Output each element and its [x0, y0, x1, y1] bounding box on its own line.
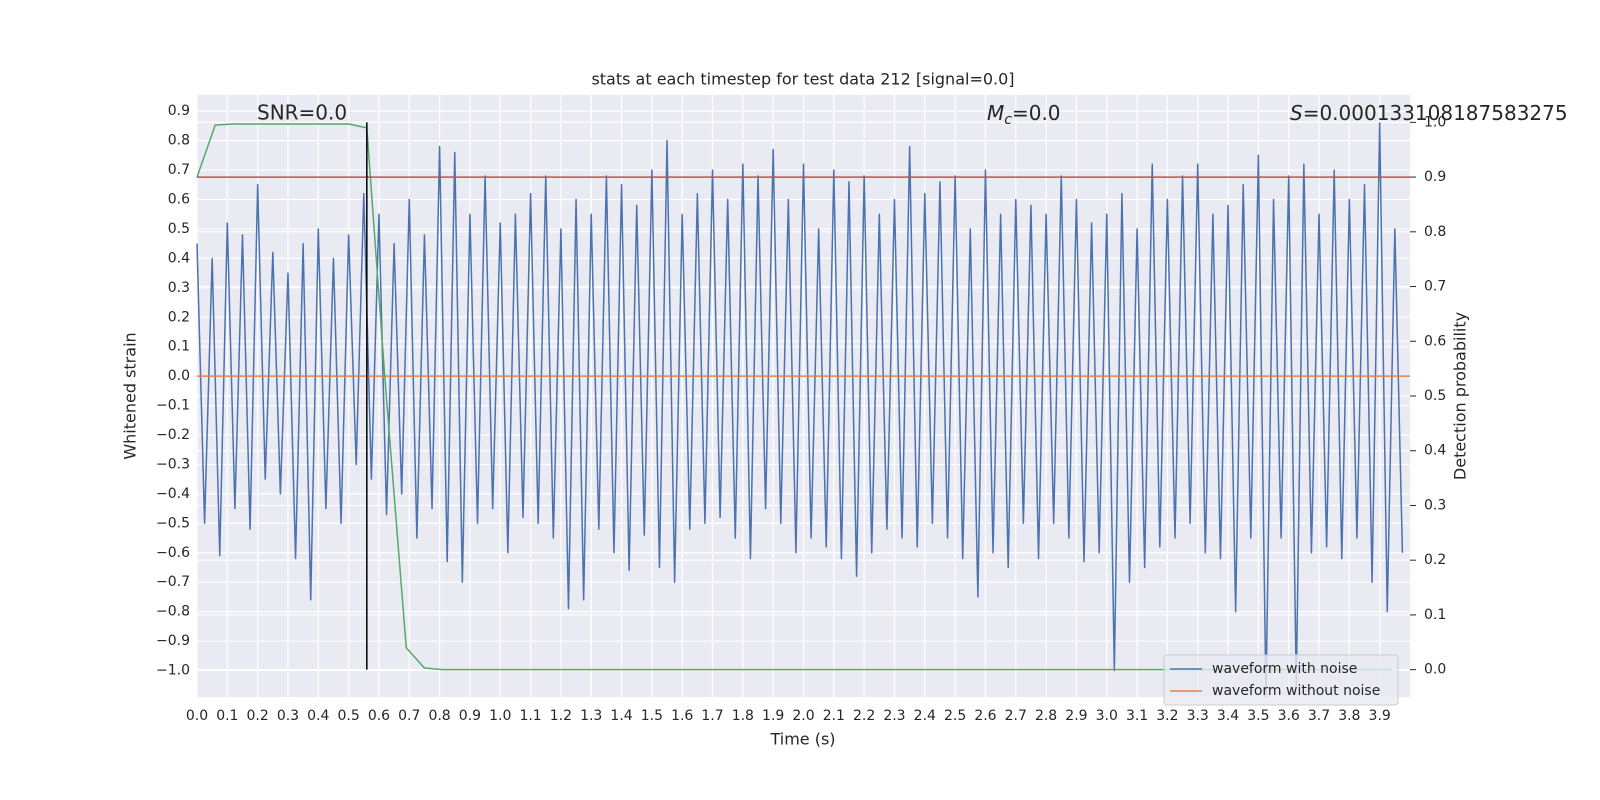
y-tick-label: −0.2: [156, 427, 190, 443]
x-tick-label: 0.8: [428, 708, 450, 724]
x-tick-label: 0.1: [216, 708, 238, 724]
annotation-text: =0.0: [1012, 101, 1061, 125]
y2-tick-label: 0.0: [1424, 662, 1446, 678]
y2-tick-label: 0.7: [1424, 279, 1446, 295]
x-tick-label: 2.7: [1005, 708, 1027, 724]
x-tick-label: 1.5: [641, 708, 663, 724]
x-tick-label: 3.3: [1187, 708, 1209, 724]
legend-box: [1163, 654, 1399, 706]
y2-tick-label: 0.2: [1424, 552, 1446, 568]
x-tick-label: 0.7: [398, 708, 420, 724]
y-tick-label: 0.8: [168, 133, 190, 149]
x-tick-label: 1.4: [610, 708, 632, 724]
y2-tick-label: 0.3: [1424, 497, 1446, 513]
y2-axis-label: Detection probability: [1451, 312, 1470, 480]
series-line: [196, 122, 1404, 698]
annotation-symbol: S: [1290, 101, 1303, 125]
legend-label: waveform without noise: [1212, 683, 1380, 699]
x-tick-label: 3.0: [1096, 708, 1118, 724]
x-tick-label: 3.1: [1126, 708, 1148, 724]
x-tick-label: 2.6: [974, 708, 996, 724]
annotation: S=0.000133108187583275: [1290, 101, 1568, 125]
y-tick-label: −0.7: [156, 574, 190, 590]
y-tick-label: 0.4: [168, 250, 190, 266]
x-tick-label: 1.2: [550, 708, 572, 724]
x-tick-label: 1.6: [671, 708, 693, 724]
x-tick-label: 2.8: [1035, 708, 1057, 724]
y-tick-label: 0.1: [168, 339, 190, 355]
x-tick-label: 1.3: [580, 708, 602, 724]
y-tick-label: −1.0: [156, 663, 190, 679]
x-tick-label: 2.5: [944, 708, 966, 724]
legend: waveform with noise waveform without nois…: [1163, 654, 1399, 706]
annotation: Mc=0.0: [987, 101, 1061, 129]
x-tick-label: 1.7: [701, 708, 723, 724]
y-tick-label: −0.6: [156, 545, 190, 561]
y-axis-label: Whitened strain: [121, 332, 140, 459]
y-tick-label: −0.8: [156, 604, 190, 620]
marks: [196, 122, 1410, 698]
x-tick-label: 1.1: [519, 708, 541, 724]
y-tick-label: 0.5: [168, 221, 190, 237]
y2-tick-label: 0.4: [1424, 443, 1446, 459]
y-tick-label: 0.3: [168, 280, 190, 296]
y2-tick-label: 0.9: [1424, 169, 1446, 185]
x-tick-label: 3.8: [1338, 708, 1360, 724]
y-tick-label: −0.4: [156, 486, 190, 502]
x-tick-label: 3.9: [1369, 708, 1391, 724]
x-axis-label: Time (s): [769, 730, 835, 749]
y-tick-label: 0.0: [168, 368, 190, 384]
x-tick-label: 2.1: [823, 708, 845, 724]
y2-tick-label: 1.0: [1424, 114, 1446, 130]
x-tick-label: 2.3: [883, 708, 905, 724]
x-tick-label: 0.9: [459, 708, 481, 724]
x-tick-label: 2.4: [914, 708, 936, 724]
x-tick-label: 3.7: [1308, 708, 1330, 724]
annotation-symbol: M: [987, 101, 1004, 125]
y-tick-label: −0.5: [156, 515, 190, 531]
y2-tick-label: 0.5: [1424, 388, 1446, 404]
x-tick-label: 3.6: [1278, 708, 1300, 724]
y-tick-label: 0.7: [168, 162, 190, 178]
y2-tick-label: 0.8: [1424, 224, 1446, 240]
chart-title: stats at each timestep for test data 212…: [591, 70, 1014, 89]
y-tick-label: −0.9: [156, 633, 190, 649]
x-tick-label: 1.8: [732, 708, 754, 724]
y2-tick-label: 0.1: [1424, 607, 1446, 623]
annotation: SNR=0.0: [257, 101, 347, 125]
series-line: [196, 123, 1392, 671]
x-tick-label: 0.6: [368, 708, 390, 724]
x-tick-label: 2.9: [1065, 708, 1087, 724]
annotation-text: =0.000133108187583275: [1303, 101, 1568, 125]
x-tick-label: 1.0: [489, 708, 511, 724]
y-tick-label: 0.6: [168, 192, 190, 208]
x-tick-label: 2.0: [792, 708, 814, 724]
y-tick-label: −0.1: [156, 398, 190, 414]
y-tick-label: 0.9: [168, 103, 190, 119]
x-tick-label: 0.0: [186, 708, 208, 724]
y-tick-label: 0.2: [168, 309, 190, 325]
x-tick-label: 3.4: [1217, 708, 1239, 724]
y2-tick-label: 0.6: [1424, 333, 1446, 349]
x-tick-label: 0.3: [277, 708, 299, 724]
x-tick-label: 0.4: [307, 708, 329, 724]
x-tick-label: 0.2: [247, 708, 269, 724]
x-tick-label: 3.5: [1247, 708, 1269, 724]
x-tick-label: 3.2: [1156, 708, 1178, 724]
legend-label: waveform with noise: [1212, 661, 1357, 677]
x-tick-label: 0.5: [337, 708, 359, 724]
annotation-subscript: c: [1004, 112, 1012, 128]
x-tick-label: 1.9: [762, 708, 784, 724]
x-tick-label: 2.2: [853, 708, 875, 724]
y-tick-label: −0.3: [156, 456, 190, 472]
